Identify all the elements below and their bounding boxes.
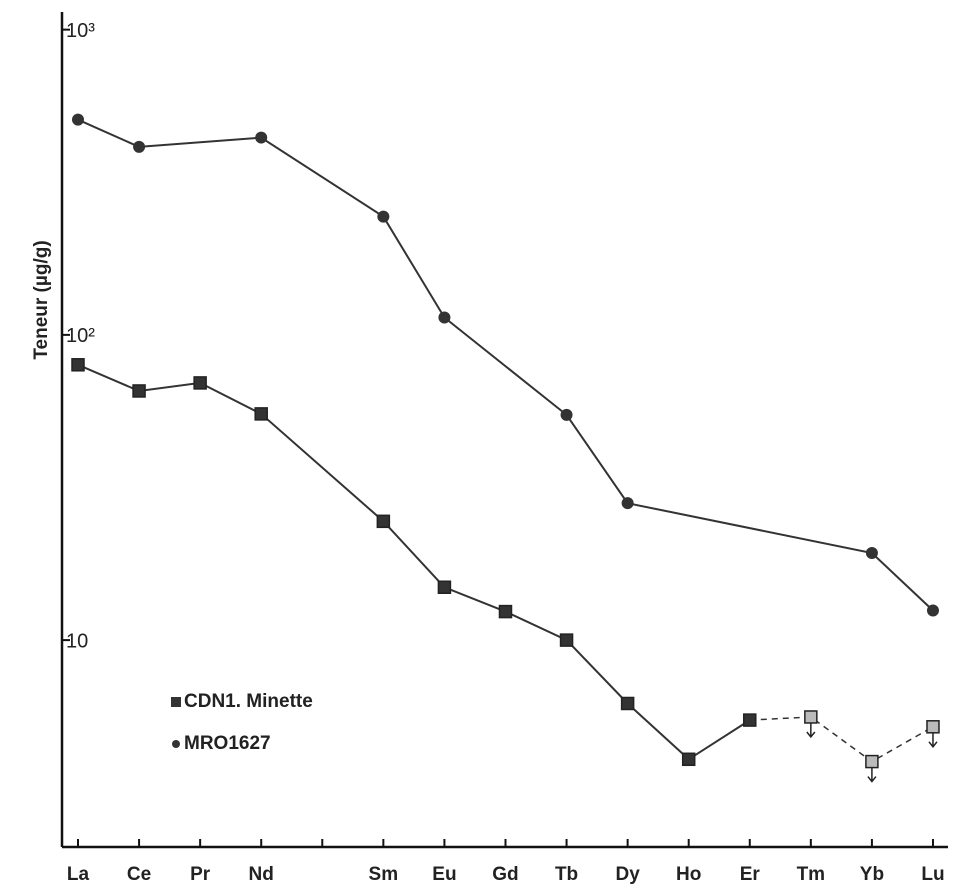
x-tick-label: Yb (860, 864, 884, 885)
marker (72, 113, 84, 126)
marker (437, 580, 452, 595)
x-tick-label: Tb (555, 864, 578, 885)
legend-marker (172, 740, 180, 748)
marker (377, 210, 390, 223)
legend-label: MRO1627 (184, 733, 271, 754)
x-tick-label: Gd (492, 864, 518, 885)
marker (926, 720, 940, 734)
marker (255, 131, 268, 144)
y-tick-label: 10³ (66, 20, 95, 42)
x-tick-label: Ce (127, 864, 151, 885)
marker (376, 514, 391, 529)
x-tick-label: Pr (190, 864, 211, 885)
marker (926, 604, 939, 617)
marker (560, 408, 573, 421)
marker (132, 384, 146, 398)
marker (559, 633, 574, 647)
x-tick-label: Ho (676, 864, 701, 885)
x-tick-label: Nd (249, 864, 274, 885)
x-tick-label: Tm (797, 864, 826, 885)
marker (71, 358, 85, 372)
x-tick-label: Er (740, 864, 761, 885)
marker (621, 497, 634, 510)
marker (743, 713, 757, 727)
marker (804, 710, 818, 724)
y-tick-label: 10² (66, 325, 95, 347)
marker (133, 140, 146, 153)
marker (681, 752, 696, 767)
y-tick-label: 10 (66, 630, 88, 652)
y-axis-label: Teneur (µg/g) (31, 240, 52, 359)
x-tick-label: La (67, 864, 90, 885)
limit-arrow (928, 732, 938, 749)
legend-label: CDN1. Minette (184, 691, 313, 712)
limit-line (749, 716, 934, 763)
x-tick-label: Dy (615, 864, 640, 885)
limit-arrow (867, 767, 877, 783)
series-line (77, 118, 934, 612)
x-tick-label: Lu (921, 864, 944, 885)
marker (193, 376, 207, 390)
marker (254, 407, 268, 421)
marker (865, 754, 879, 769)
x-tick-label: Eu (432, 864, 456, 885)
legend-marker (171, 697, 181, 707)
x-tick-label: Sm (369, 864, 399, 885)
marker (438, 311, 451, 324)
marker (865, 546, 878, 559)
marker (620, 696, 635, 711)
limit-arrow (806, 722, 816, 739)
marker (498, 604, 513, 619)
